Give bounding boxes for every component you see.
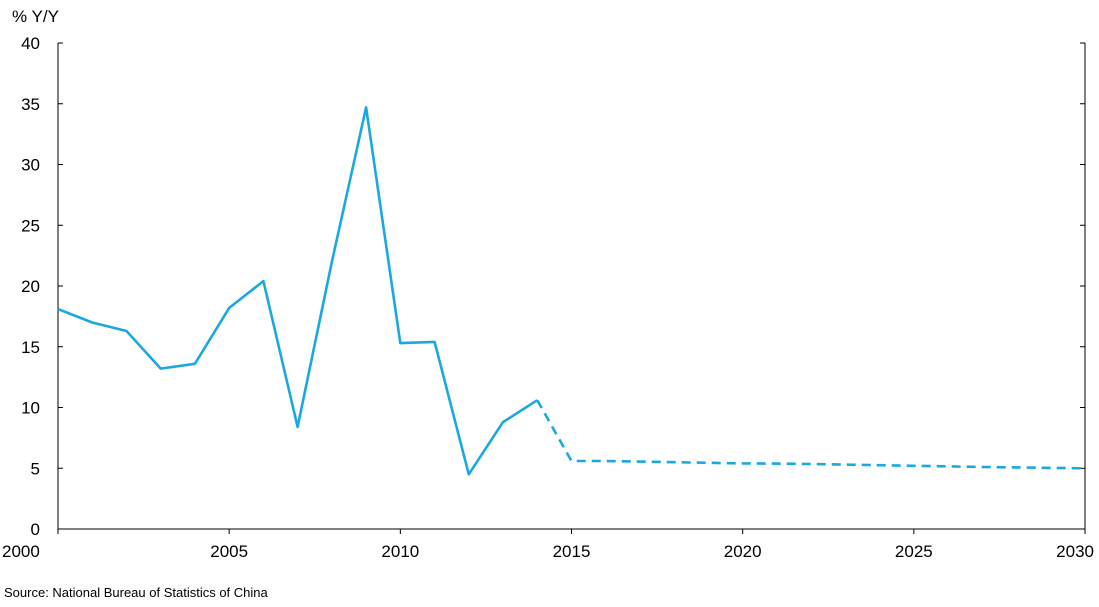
x-tick-label: 2020: [724, 542, 762, 561]
y-tick-label: 30: [21, 156, 40, 175]
y-tick-label: 5: [31, 459, 40, 478]
x-tick-label: 2005: [210, 542, 248, 561]
y-tick-label: 0: [31, 520, 40, 539]
x-tick-label: 2000: [2, 542, 40, 561]
axes: [57, 43, 1086, 530]
x-tick-label: 2030: [1056, 542, 1094, 561]
y-tick-label: 10: [21, 399, 40, 418]
x-tick-label: 2015: [553, 542, 591, 561]
series-line-actual: [57, 106, 538, 476]
y-tick-label: 40: [21, 34, 40, 53]
x-tick-label: 2010: [381, 542, 419, 561]
y-tick-label: 35: [21, 95, 40, 114]
x-tick-label: 2025: [895, 542, 933, 561]
y-axis-unit-label: % Y/Y: [12, 7, 59, 26]
y-tick-label: 25: [21, 216, 40, 235]
tick-marks: [57, 42, 1086, 534]
series-lines: [57, 106, 1086, 476]
y-tick-label: 15: [21, 338, 40, 357]
series-line-forecast: [536, 399, 1086, 470]
source-note: Source: National Bureau of Statistics of…: [4, 585, 268, 600]
y-tick-label: 20: [21, 277, 40, 296]
